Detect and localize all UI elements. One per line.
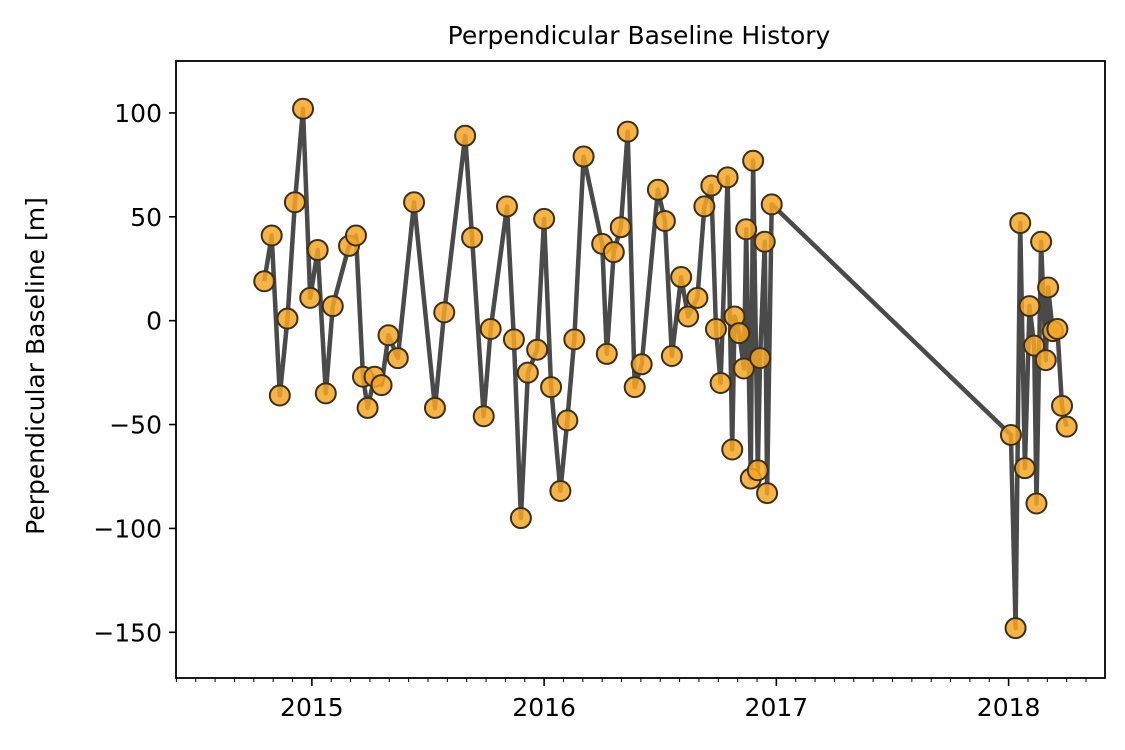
data-point: [653, 209, 676, 232]
data-point: [602, 241, 625, 264]
chart-title: Perpendicular Baseline History: [448, 21, 831, 50]
data-point: [999, 423, 1022, 446]
data-point: [660, 344, 683, 367]
data-point: [299, 286, 322, 309]
x-tick-label-2: 2017: [745, 693, 809, 722]
data-point: [686, 286, 709, 309]
data-point: [693, 195, 716, 218]
data-point: [760, 193, 783, 216]
data-point: [540, 376, 563, 399]
data-point: [423, 396, 446, 419]
data-point: [276, 307, 299, 330]
data-point: [253, 270, 276, 293]
data-point: [630, 353, 653, 376]
plot-area: 100 50 0 −50 −100 −150 2015 2016 2017 2018: [93, 60, 1106, 722]
data-point: [356, 396, 379, 419]
data-point: [716, 166, 739, 189]
data-point: [283, 191, 306, 214]
data-point: [556, 409, 579, 432]
data-point: [1025, 492, 1048, 515]
y-tick-label-3: −50: [109, 411, 162, 440]
data-point: [563, 328, 586, 351]
data-point: [549, 480, 572, 503]
data-point: [1018, 295, 1041, 318]
data-point: [461, 226, 484, 249]
data-point: [677, 305, 700, 328]
data-point: [479, 317, 502, 340]
data-point: [403, 191, 426, 214]
data-point: [1046, 317, 1069, 340]
data-point: [1023, 334, 1046, 357]
axes-frame: [175, 60, 1106, 679]
y-tick-label-2: 0: [146, 307, 162, 336]
data-point: [1034, 349, 1057, 372]
data-point: [1004, 617, 1027, 640]
y-tick-label-0: 100: [114, 99, 162, 128]
data-point: [306, 239, 329, 262]
data-point: [454, 124, 477, 147]
data-point: [526, 338, 549, 361]
data-point: [1009, 212, 1032, 235]
data-point: [746, 459, 769, 482]
data-point: [533, 207, 556, 230]
data-point: [1013, 457, 1036, 480]
data-point: [1030, 230, 1053, 253]
data-point: [472, 405, 495, 428]
data-point: [595, 342, 618, 365]
x-tick-label-0: 2015: [280, 693, 344, 722]
y-tick-label-4: −100: [93, 514, 162, 543]
data-point: [670, 266, 693, 289]
data-point: [721, 438, 744, 461]
data-point: [732, 357, 755, 380]
data-point: [742, 149, 765, 172]
data-point: [321, 295, 344, 318]
data-point: [753, 230, 776, 253]
data-point: [260, 224, 283, 247]
y-axis-label: Perpendicular Baseline [m]: [21, 197, 50, 535]
data-point: [756, 482, 779, 505]
y-tick-label-1: 50: [130, 203, 162, 232]
data-point: [268, 384, 291, 407]
data-point: [386, 347, 409, 370]
data-point: [704, 317, 727, 340]
data-point: [314, 382, 337, 405]
data-point: [616, 120, 639, 143]
data-point: [646, 178, 669, 201]
data-point: [509, 507, 532, 530]
y-tick-label-5: −150: [93, 618, 162, 647]
data-point: [1055, 415, 1078, 438]
data-point: [344, 224, 367, 247]
data-point: [572, 145, 595, 168]
data-point: [433, 301, 456, 324]
data-point: [623, 376, 646, 399]
data-point: [735, 218, 758, 241]
data-point: [1051, 394, 1074, 417]
x-tick-label-3: 2018: [977, 693, 1041, 722]
data-point: [728, 322, 751, 345]
data-point: [516, 361, 539, 384]
data-point: [377, 324, 400, 347]
data-point: [502, 328, 525, 351]
data-point: [709, 372, 732, 395]
data-point: [292, 97, 315, 120]
data-point: [370, 374, 393, 397]
data-point: [495, 195, 518, 218]
data-point: [1037, 276, 1060, 299]
data-point: [749, 347, 772, 370]
x-tick-label-1: 2016: [512, 693, 576, 722]
data-point: [609, 216, 632, 239]
